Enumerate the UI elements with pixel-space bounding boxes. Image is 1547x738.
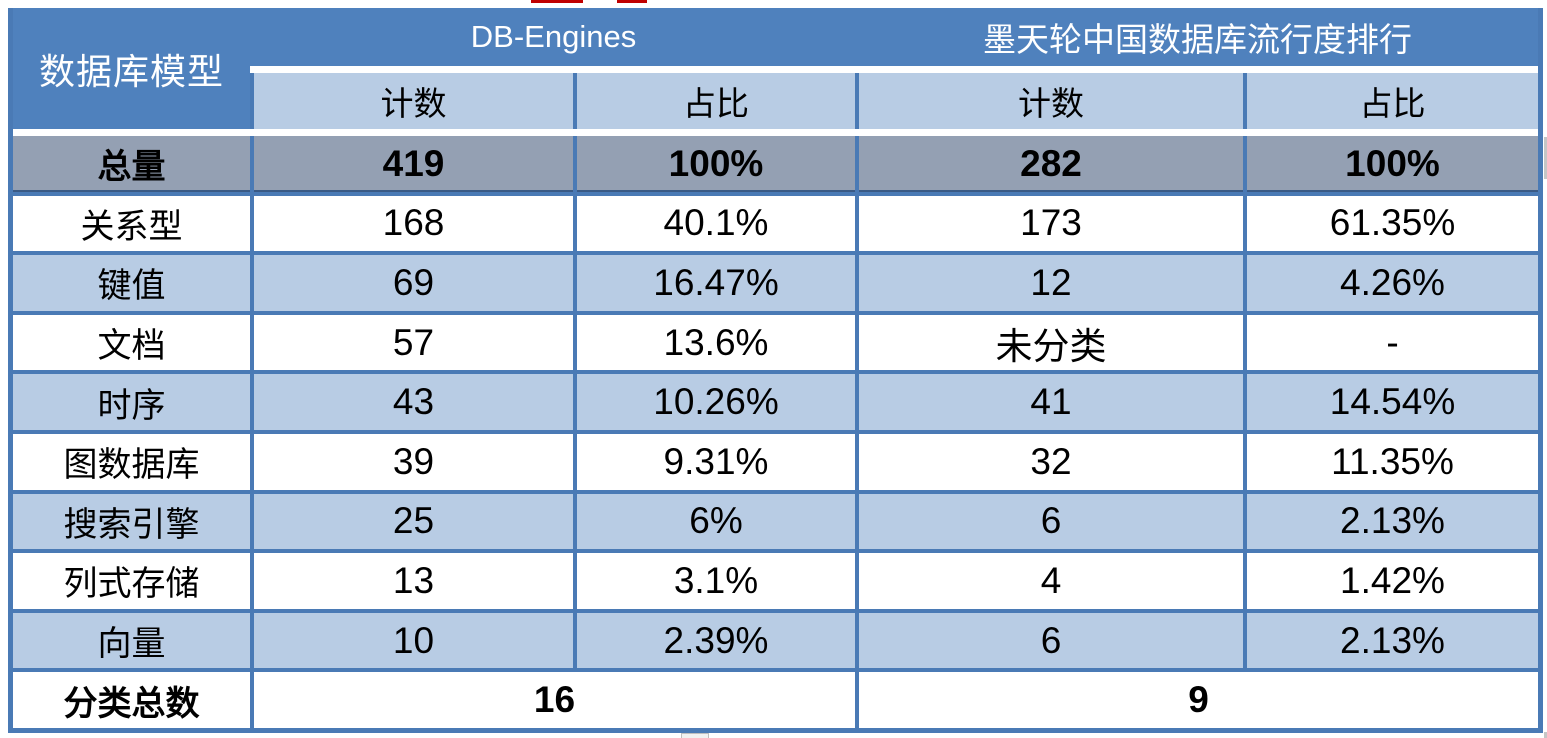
subheader-dbengines-count: 计数 (254, 73, 573, 129)
table-row: 列式存储 13 3.1% 4 1.42% (13, 549, 1538, 609)
cell-modb-count: 12 (855, 255, 1243, 311)
cell-dbe-share: 16.47% (573, 255, 855, 311)
screenshot-edge-artifact (1544, 137, 1547, 179)
subheader-modb-count: 计数 (859, 73, 1243, 129)
cell-dbe-count: 25 (250, 493, 573, 550)
cell-modb-share: 61.35% (1243, 195, 1538, 252)
cell-dbe-share: 40.1% (573, 195, 855, 252)
table-row-category-totals: 分类总数 16 9 (13, 668, 1538, 728)
db-comparison-table: 数据库模型 DB-Engines 墨天轮中国数据库流行度排行 计数 占比 计数 … (8, 8, 1543, 733)
cell-dbe-share: 3.1% (573, 553, 855, 609)
row-label: 文档 (13, 314, 250, 371)
cell-modb-count: 173 (855, 195, 1243, 252)
row-label: 时序 (13, 374, 250, 430)
row-label: 分类总数 (13, 672, 250, 728)
cell-dbe-share: 13.6% (573, 314, 855, 371)
row-label: 向量 (13, 612, 250, 669)
row-label: 列式存储 (13, 553, 250, 609)
group-header-db-engines: DB-Engines (250, 8, 857, 66)
row-label: 搜索引擎 (13, 493, 250, 550)
screenshot-edge-artifact (681, 733, 709, 738)
cell-dbe-share: 6% (573, 493, 855, 550)
column-divider (250, 73, 254, 129)
subheader-modb-share: 占比 (1247, 73, 1538, 129)
column-divider (573, 73, 577, 129)
row-label: 总量 (13, 136, 250, 192)
row-label: 关系型 (13, 195, 250, 252)
group-header-modb-ranking: 墨天轮中国数据库流行度排行 (857, 8, 1538, 66)
table-row: 图数据库 39 9.31% 32 11.35% (13, 429, 1538, 490)
cell-modb-count: 6 (855, 493, 1243, 550)
row-label: 键值 (13, 255, 250, 311)
cell-dbe-count: 39 (250, 433, 573, 490)
cell-modb-share: 4.26% (1243, 255, 1538, 311)
cell-dbe-category-total: 16 (250, 672, 855, 728)
screenshot-edge-artifact (1544, 732, 1547, 738)
subheader-dbengines-share: 占比 (577, 73, 855, 129)
cell-modb-count: 32 (855, 433, 1243, 490)
cell-modb-share: 11.35% (1243, 433, 1538, 490)
cell-modb-share: 2.13% (1243, 493, 1538, 550)
cell-modb-share: 100% (1243, 136, 1538, 192)
table-body: 总量 419 100% 282 100% 关系型 168 40.1% 173 6… (13, 136, 1538, 728)
cell-dbe-share: 9.31% (573, 433, 855, 490)
cell-dbe-count: 419 (250, 136, 573, 192)
cell-modb-share: 14.54% (1243, 374, 1538, 430)
table-row: 向量 10 2.39% 6 2.13% (13, 608, 1538, 669)
cell-dbe-count: 10 (250, 612, 573, 669)
red-underline-artifact (617, 0, 647, 3)
cell-modb-count: 6 (855, 612, 1243, 669)
cell-dbe-count: 57 (250, 314, 573, 371)
cell-modb-count: 4 (855, 553, 1243, 609)
corner-header-cell: 数据库模型 (13, 8, 250, 129)
cell-dbe-count: 69 (250, 255, 573, 311)
table-row-total: 总量 419 100% 282 100% (13, 136, 1538, 192)
cell-dbe-count: 13 (250, 553, 573, 609)
column-divider (855, 73, 859, 129)
table-row: 关系型 168 40.1% 173 61.35% (13, 191, 1538, 252)
cell-modb-count: 41 (855, 374, 1243, 430)
cell-modb-share: - (1243, 314, 1538, 371)
cell-dbe-share: 10.26% (573, 374, 855, 430)
cell-modb-share: 2.13% (1243, 612, 1538, 669)
table-row: 时序 43 10.26% 41 14.54% (13, 370, 1538, 430)
cell-modb-count: 未分类 (855, 314, 1243, 371)
table-row: 搜索引擎 25 6% 6 2.13% (13, 489, 1538, 550)
table-row: 文档 57 13.6% 未分类 - (13, 310, 1538, 371)
cell-dbe-share: 100% (573, 136, 855, 192)
column-divider (1243, 73, 1247, 129)
cell-modb-share: 1.42% (1243, 553, 1538, 609)
cell-dbe-count: 168 (250, 195, 573, 252)
row-label: 图数据库 (13, 433, 250, 490)
table-header: 数据库模型 DB-Engines 墨天轮中国数据库流行度排行 计数 占比 计数 … (13, 8, 1538, 136)
red-underline-artifact (531, 0, 583, 3)
cell-dbe-share: 2.39% (573, 612, 855, 669)
cell-modb-count: 282 (855, 136, 1243, 192)
cell-modb-category-total: 9 (855, 672, 1538, 728)
cell-dbe-count: 43 (250, 374, 573, 430)
table-row: 键值 69 16.47% 12 4.26% (13, 251, 1538, 311)
